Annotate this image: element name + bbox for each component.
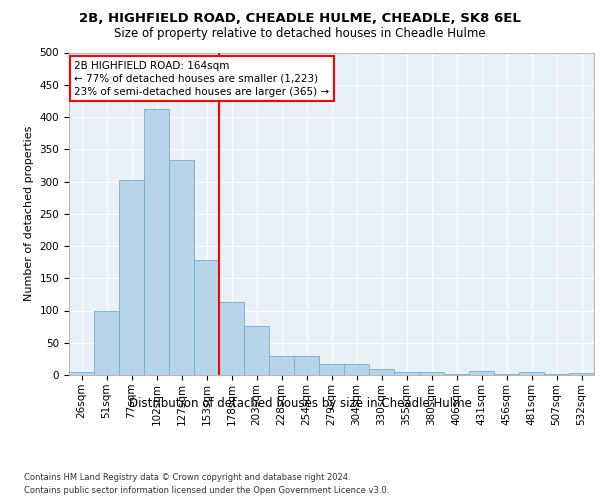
Bar (319, 364, 344, 375)
Bar (269, 356, 294, 375)
Bar (294, 356, 319, 375)
Bar (69, 372, 94, 375)
Text: Contains HM Land Registry data © Crown copyright and database right 2024.: Contains HM Land Registry data © Crown c… (24, 472, 350, 482)
Text: 2B, HIGHFIELD ROAD, CHEADLE HULME, CHEADLE, SK8 6EL: 2B, HIGHFIELD ROAD, CHEADLE HULME, CHEAD… (79, 12, 521, 26)
Bar (144, 108, 169, 375)
Text: Size of property relative to detached houses in Cheadle Hulme: Size of property relative to detached ho… (114, 28, 486, 40)
Bar (369, 368, 394, 375)
Bar (419, 372, 444, 375)
Bar (119, 180, 144, 375)
Bar (194, 260, 219, 375)
Bar (544, 374, 569, 375)
Bar (169, 160, 194, 375)
Bar (94, 310, 119, 375)
Y-axis label: Number of detached properties: Number of detached properties (24, 126, 34, 302)
Bar (469, 371, 494, 375)
Bar (494, 374, 519, 375)
Text: Distribution of detached houses by size in Cheadle Hulme: Distribution of detached houses by size … (128, 398, 472, 410)
Bar (219, 302, 244, 375)
Bar (244, 326, 269, 375)
Bar (394, 372, 419, 375)
Bar (519, 372, 544, 375)
Text: Contains public sector information licensed under the Open Government Licence v3: Contains public sector information licen… (24, 486, 389, 495)
Bar (569, 373, 594, 375)
Bar (444, 374, 469, 375)
Text: 2B HIGHFIELD ROAD: 164sqm
← 77% of detached houses are smaller (1,223)
23% of se: 2B HIGHFIELD ROAD: 164sqm ← 77% of detac… (74, 60, 329, 97)
Bar (344, 364, 369, 375)
